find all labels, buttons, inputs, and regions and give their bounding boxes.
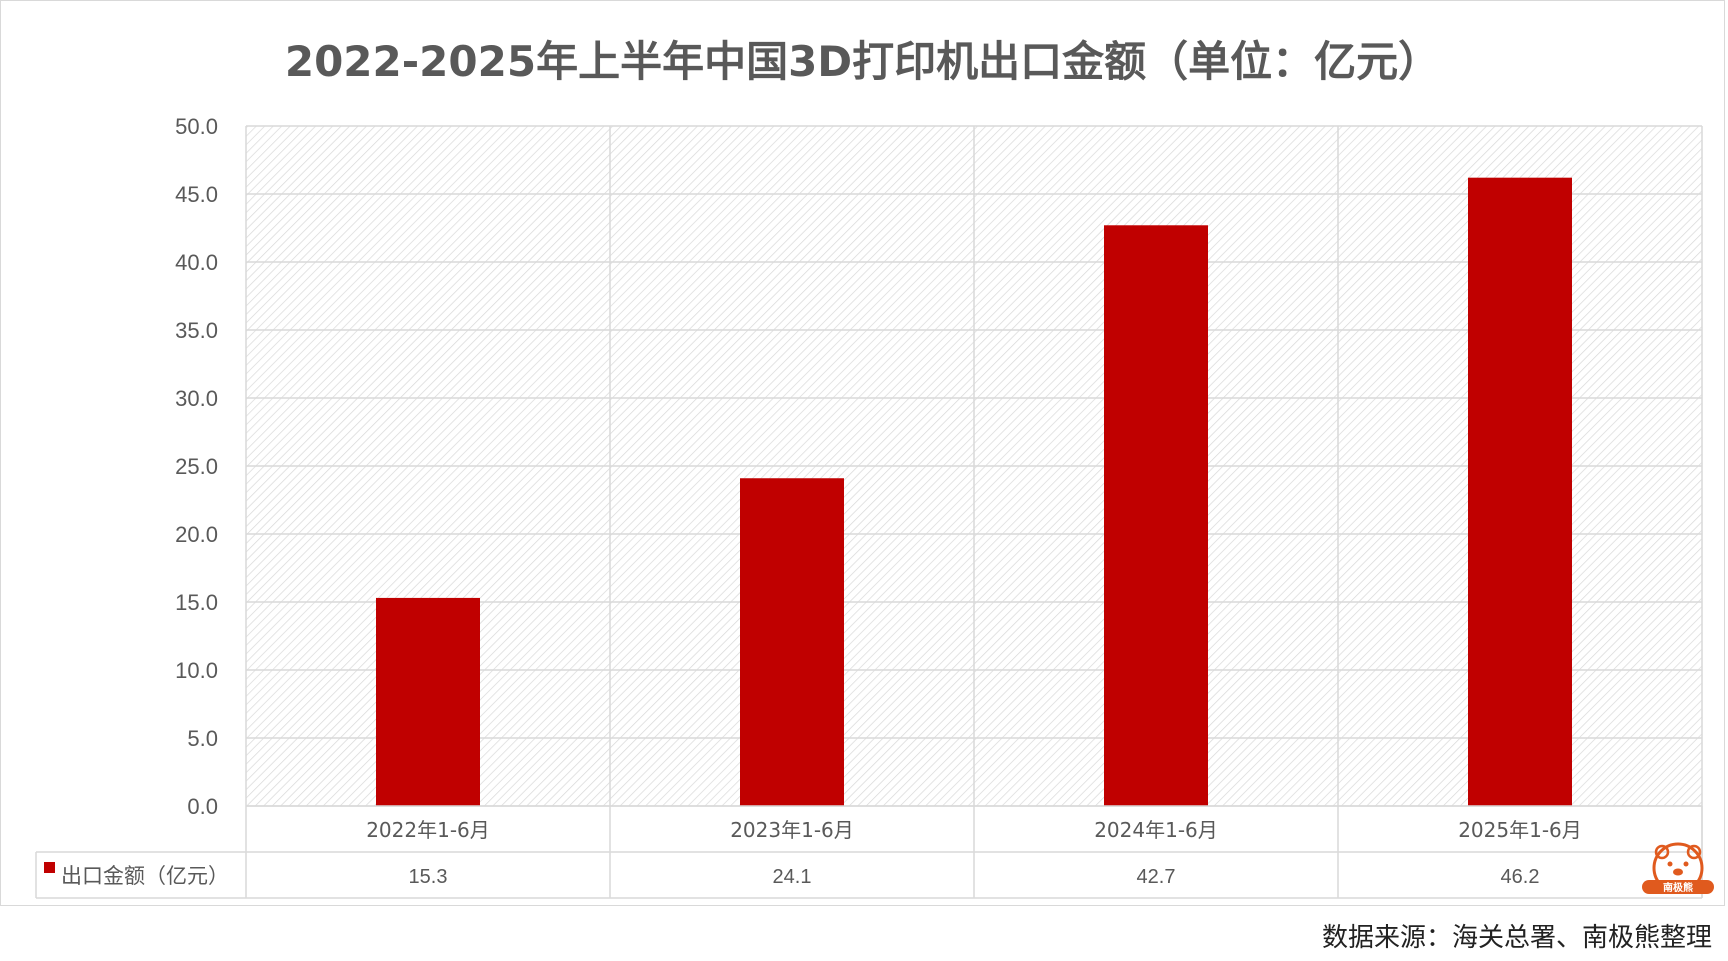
y-tick-label: 50.0 bbox=[175, 114, 218, 139]
legend-series-name: 出口金额（亿元） bbox=[61, 864, 229, 888]
y-tick-label: 25.0 bbox=[175, 454, 218, 479]
logo-text: 南极熊 bbox=[1663, 881, 1693, 894]
data-table-value: 15.3 bbox=[409, 866, 448, 888]
y-tick-label: 40.0 bbox=[175, 250, 218, 275]
bar bbox=[376, 597, 480, 806]
bar bbox=[740, 478, 844, 806]
x-category-label: 2023年1-6月 bbox=[730, 818, 854, 842]
y-tick-label: 10.0 bbox=[175, 658, 218, 683]
nanjixiong-logo: 南极熊 bbox=[1642, 842, 1714, 894]
source-note: 数据来源：海关总署、南极熊整理 bbox=[1321, 923, 1712, 953]
x-category-label: 2025年1-6月 bbox=[1458, 818, 1582, 842]
x-category-label: 2022年1-6月 bbox=[366, 818, 490, 842]
x-category-label: 2024年1-6月 bbox=[1094, 818, 1218, 842]
data-table-value: 42.7 bbox=[1137, 866, 1176, 888]
data-table-value: 24.1 bbox=[773, 866, 812, 888]
data-table-value: 46.2 bbox=[1501, 866, 1540, 888]
y-tick-label: 5.0 bbox=[187, 726, 218, 751]
bar bbox=[1104, 225, 1208, 806]
y-tick-label: 35.0 bbox=[175, 318, 218, 343]
y-tick-label: 45.0 bbox=[175, 182, 218, 207]
y-tick-label: 20.0 bbox=[175, 522, 218, 547]
bar bbox=[1468, 177, 1572, 806]
y-tick-label: 30.0 bbox=[175, 386, 218, 411]
chart-title: 2022-2025年上半年中国3D打印机出口金额（单位：亿元） bbox=[284, 37, 1441, 86]
y-tick-label: 0.0 bbox=[187, 794, 218, 819]
y-tick-label: 15.0 bbox=[175, 590, 218, 615]
legend-swatch bbox=[44, 862, 55, 873]
